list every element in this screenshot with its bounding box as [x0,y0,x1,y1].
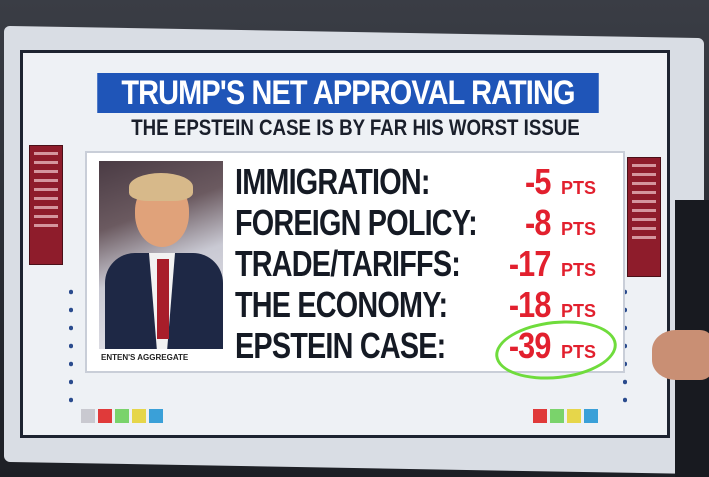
dot-column-left [69,283,73,403]
tv-screen: TRUMP'S NET APPROVAL RATING THE EPSTEIN … [20,50,670,438]
row-epstein-case: EPSTEIN CASE: -39 PTS [235,325,596,366]
row-foreign-policy: FOREIGN POLICY: -8 PTS [235,202,596,243]
row-unit: PTS [561,219,597,239]
row-value: -5 [524,161,551,202]
row-label: IMMIGRATION: [235,161,430,202]
presenter-hand [652,330,709,380]
row-label: FOREIGN POLICY: [235,202,478,243]
graphic-subtitle: THE EPSTEIN CASE IS BY FAR HIS WORST ISS… [131,115,580,140]
graphic-title: TRUMP'S NET APPROVAL RATING [97,73,599,113]
row-value: -17 [508,243,552,284]
row-label: EPSTEIN CASE: [235,325,446,366]
row-trade-tariffs: TRADE/TARIFFS: -17 PTS [235,243,596,284]
row-economy: THE ECONOMY: -18 PTS [235,284,596,325]
row-unit: PTS [561,178,597,198]
row-unit: PTS [561,260,597,280]
approval-panel: ENTEN'S AGGREGATE IMMIGRATION: -5 PTS FORE… [85,151,625,386]
row-unit: PTS [561,342,597,362]
row-value: -39 [508,325,552,366]
row-label: TRADE/TARIFFS: [235,243,461,284]
row-value: -18 [508,284,552,325]
row-immigration: IMMIGRATION: -5 PTS [235,161,596,202]
row-unit: PTS [561,301,597,321]
side-panel-left [29,145,63,265]
row-value: -8 [524,202,551,243]
photo-credit: ENTEN'S AGGREGATE [101,353,189,362]
side-panel-right [627,157,661,277]
approval-rows: IMMIGRATION: -5 PTS FOREIGN POLICY: -8 PTS T… [235,161,596,366]
trump-photo [99,161,223,349]
color-strip-left [81,409,163,423]
dot-column-right [623,283,627,403]
row-label: THE ECONOMY: [235,284,448,325]
color-strip-right [533,409,598,423]
